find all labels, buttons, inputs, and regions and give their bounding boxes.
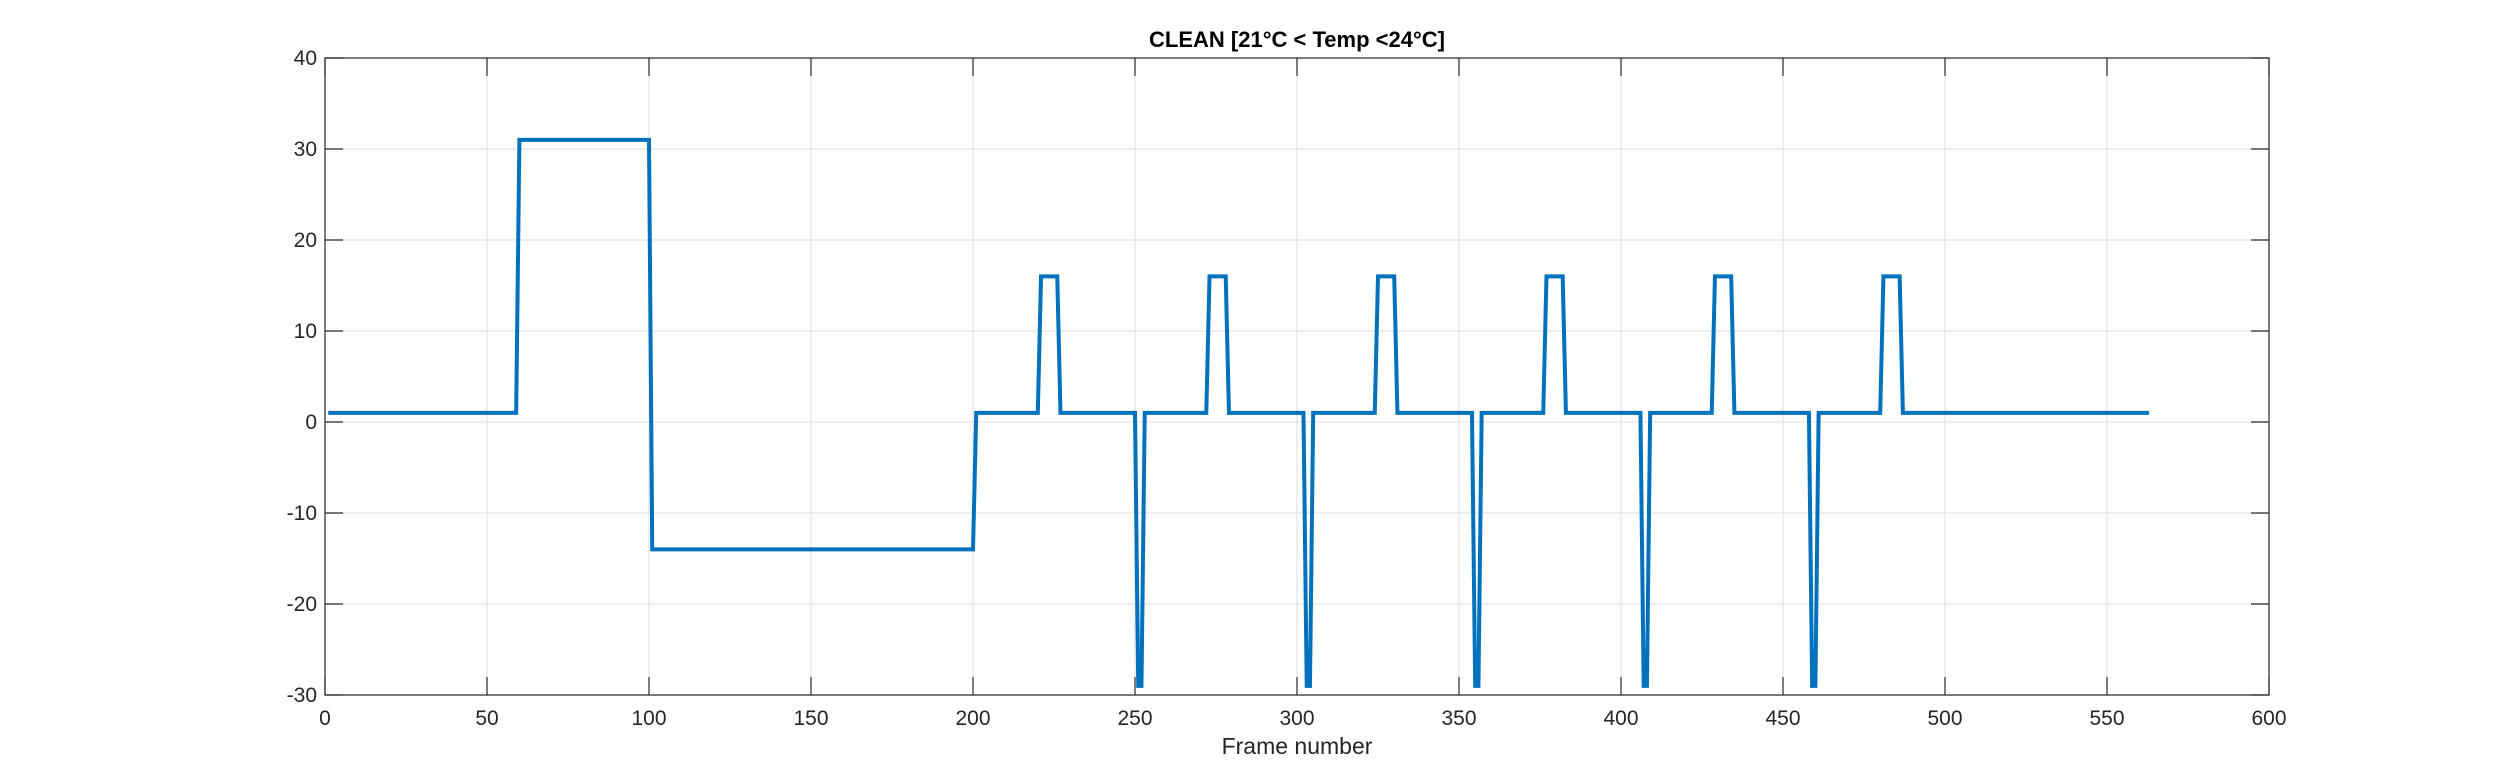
x-tick-label: 550 (2089, 707, 2124, 730)
y-tick-label: -20 (287, 593, 317, 616)
x-tick-label: 100 (631, 707, 666, 730)
y-tick-label: -30 (287, 684, 317, 707)
series-layer (328, 137, 2150, 688)
x-tick-label: 300 (1279, 707, 1314, 730)
x-tick-label: 450 (1765, 707, 1800, 730)
y-tick-label: 30 (294, 138, 317, 161)
x-tick-label: 250 (1117, 707, 1152, 730)
x-tick-label: 350 (1441, 707, 1476, 730)
y-tick-label: 0 (305, 411, 317, 434)
y-tick-label: -10 (287, 502, 317, 525)
x-tick-label: 0 (319, 707, 331, 730)
y-tick-label: 10 (294, 320, 317, 343)
x-tick-label: 600 (2251, 707, 2286, 730)
x-tick-label: 500 (1927, 707, 1962, 730)
y-tick-label: 40 (294, 47, 317, 70)
series-line (328, 137, 2150, 688)
x-tick-label: 200 (955, 707, 990, 730)
chart-title: CLEAN [21°C < Temp <24°C] (1149, 27, 1445, 52)
x-tick-label: 400 (1603, 707, 1638, 730)
x-tick-label: 150 (793, 707, 828, 730)
axis-ticks: 0 50 100 150 200 250 300 350 400 450 500 550 600-30-… (287, 47, 2287, 730)
y-tick-label: 20 (294, 229, 317, 252)
x-tick-label: 50 (475, 707, 498, 730)
x-axis-title: Frame number (1222, 733, 1373, 759)
